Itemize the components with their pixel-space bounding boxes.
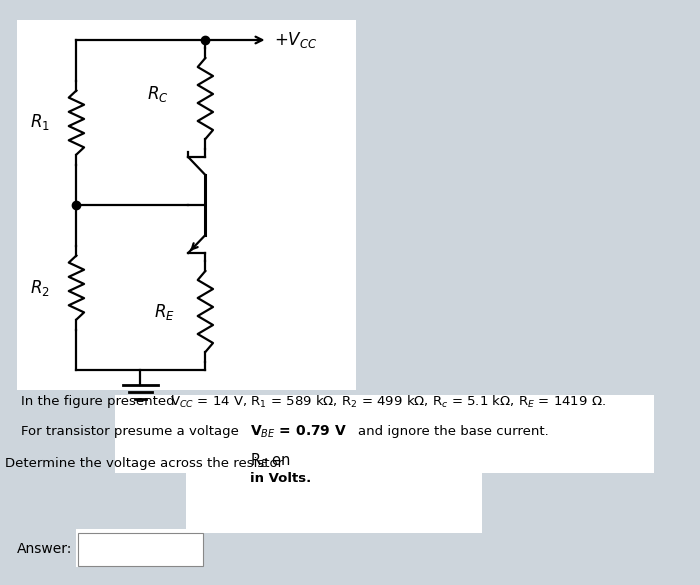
Text: and ignore the base current.: and ignore the base current. xyxy=(358,425,549,439)
Text: $R_E$: $R_E$ xyxy=(154,301,175,322)
Text: $R_C$: $R_C$ xyxy=(148,84,169,104)
Text: R$_E$ en: R$_E$ en xyxy=(251,452,291,470)
Text: $R_2$: $R_2$ xyxy=(30,277,50,298)
Text: in Volts.: in Volts. xyxy=(251,472,312,484)
Text: In the figure presented: In the figure presented xyxy=(21,395,174,408)
Bar xyxy=(78,533,202,566)
Text: $+V_{CC}$: $+V_{CC}$ xyxy=(274,30,318,50)
Text: Answer:: Answer: xyxy=(18,542,73,556)
Text: V$_{CC}$ = 14 V, R$_1$ = 589 k$\Omega$, R$_2$ = 499 k$\Omega$, R$_c$ = 5.1 k$\Om: V$_{CC}$ = 14 V, R$_1$ = 589 k$\Omega$, … xyxy=(170,394,606,410)
Bar xyxy=(115,395,654,473)
Text: $R_1$: $R_1$ xyxy=(29,112,50,132)
Bar xyxy=(186,468,482,533)
Text: For transistor presume a voltage: For transistor presume a voltage xyxy=(21,425,239,439)
Text: V$_{BE}$ = 0.79 V: V$_{BE}$ = 0.79 V xyxy=(251,424,347,440)
Text: Determine the voltage across the resistor: Determine the voltage across the resisto… xyxy=(5,456,283,470)
Bar xyxy=(76,529,201,567)
Bar xyxy=(18,20,356,390)
